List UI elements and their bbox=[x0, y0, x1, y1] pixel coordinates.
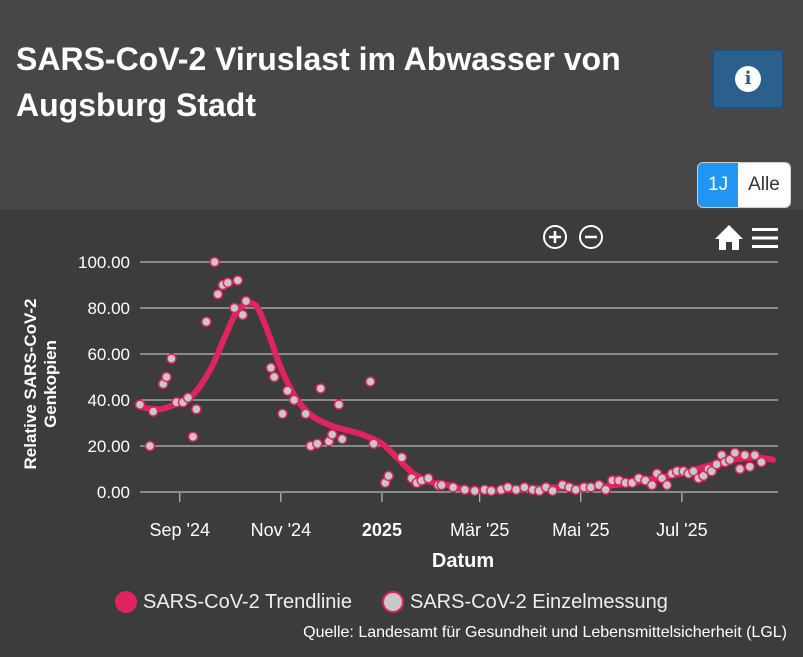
data-point bbox=[729, 447, 741, 459]
data-point bbox=[166, 353, 177, 364]
legend-trend-label: SARS-CoV-2 Trendlinie bbox=[143, 590, 352, 613]
x-axis-label: Datum bbox=[432, 550, 494, 572]
legend-trend-swatch bbox=[115, 591, 137, 613]
home-icon[interactable] bbox=[715, 225, 743, 250]
data-point bbox=[277, 408, 288, 420]
data-point bbox=[749, 449, 761, 461]
data-point bbox=[312, 438, 323, 449]
legend: SARS-CoV-2 Trendlinie SARS-CoV-2 Einzelm… bbox=[0, 586, 803, 618]
data-point bbox=[688, 466, 699, 477]
y-tick-label: 80.00 bbox=[87, 299, 130, 318]
data-point bbox=[201, 316, 212, 328]
data-point bbox=[161, 371, 172, 383]
data-point bbox=[315, 383, 326, 394]
trend-line-group bbox=[137, 300, 777, 494]
data-point bbox=[368, 438, 379, 449]
data-point bbox=[447, 482, 459, 493]
data-point bbox=[436, 479, 447, 491]
data-point bbox=[265, 362, 277, 374]
data-point bbox=[459, 484, 471, 495]
data-point bbox=[396, 452, 408, 463]
data-point bbox=[209, 256, 220, 268]
x-tick-label: Nov '24 bbox=[251, 520, 311, 540]
y-axis-label-line2: Genkopien bbox=[41, 340, 60, 428]
zoom-in-icon[interactable] bbox=[543, 225, 567, 249]
data-point bbox=[232, 275, 244, 286]
data-point bbox=[191, 403, 202, 415]
y-tick-label: 20.00 bbox=[87, 437, 130, 456]
data-point bbox=[547, 485, 558, 497]
data-point bbox=[300, 408, 311, 420]
data-point bbox=[706, 466, 717, 477]
x-tick-label: 2025 bbox=[362, 520, 402, 540]
data-point bbox=[240, 295, 252, 307]
info-icon: i bbox=[735, 66, 761, 92]
data-point bbox=[744, 461, 756, 472]
range-selector: 1J Alle bbox=[697, 162, 791, 208]
legend-item-trend[interactable]: SARS-CoV-2 Trendlinie bbox=[115, 586, 352, 618]
data-point bbox=[724, 454, 736, 466]
data-point bbox=[336, 433, 348, 445]
data-point bbox=[212, 288, 224, 300]
data-point bbox=[182, 392, 194, 403]
data-point bbox=[646, 479, 658, 491]
trend-line bbox=[137, 300, 777, 494]
range-1j-button[interactable]: 1J bbox=[698, 163, 739, 207]
y-axis-ticks: 0.00 20.00 40.00 60.00 80.00 100.00 bbox=[78, 253, 130, 502]
data-point bbox=[423, 472, 434, 484]
legend-item-points[interactable]: SARS-CoV-2 Einzelmessung bbox=[382, 586, 668, 618]
range-alle-button[interactable]: Alle bbox=[738, 163, 790, 207]
x-tick-label: Jul '25 bbox=[656, 520, 707, 540]
data-point bbox=[144, 440, 156, 452]
points-group bbox=[134, 256, 767, 497]
y-axis-label: Relative SARS-CoV-2 bbox=[21, 299, 40, 470]
y-tick-label: 40.00 bbox=[87, 391, 130, 410]
data-point bbox=[469, 485, 480, 497]
data-point bbox=[600, 484, 611, 495]
menu-icon[interactable] bbox=[752, 228, 778, 248]
data-point bbox=[734, 463, 746, 475]
data-point bbox=[268, 371, 280, 383]
data-point bbox=[282, 385, 293, 397]
y-tick-label: 60.00 bbox=[87, 345, 130, 364]
data-point bbox=[486, 485, 497, 497]
data-point bbox=[134, 399, 146, 410]
legend-points-swatch bbox=[382, 591, 404, 613]
grid-lines bbox=[140, 261, 778, 493]
chart-panel bbox=[0, 210, 803, 657]
data-point bbox=[698, 470, 709, 482]
info-button[interactable]: i bbox=[712, 49, 784, 109]
x-tick-label: Sep '24 bbox=[150, 520, 211, 540]
data-point bbox=[237, 309, 248, 321]
data-point bbox=[656, 472, 668, 484]
x-tick-label: Mai '25 bbox=[552, 520, 609, 540]
data-point bbox=[187, 431, 199, 443]
data-point bbox=[333, 399, 345, 410]
zoom-out-icon[interactable] bbox=[579, 225, 603, 249]
data-point bbox=[222, 277, 234, 288]
legend-points-label: SARS-CoV-2 Einzelmessung bbox=[410, 590, 668, 613]
y-tick-label: 100.00 bbox=[78, 253, 130, 272]
data-point bbox=[739, 449, 751, 461]
data-point bbox=[365, 376, 376, 387]
x-tick-label: Mär '25 bbox=[450, 520, 509, 540]
data-point bbox=[661, 479, 673, 491]
data-point bbox=[148, 406, 159, 417]
y-tick-label: 0.00 bbox=[97, 483, 130, 502]
x-axis-ticks: Sep '24 Nov '24 2025 Mär '25 Mai '25 Jul '25 bbox=[150, 493, 708, 540]
data-point bbox=[383, 470, 394, 482]
source-note: Quelle: Landesamt für Gesundheit und Leb… bbox=[303, 624, 787, 641]
data-point bbox=[326, 429, 338, 440]
data-point bbox=[288, 394, 300, 406]
data-point bbox=[756, 456, 767, 468]
data-point bbox=[229, 302, 240, 314]
page-title: SARS-CoV-2 Viruslast im Abwasser von Aug… bbox=[16, 41, 621, 123]
